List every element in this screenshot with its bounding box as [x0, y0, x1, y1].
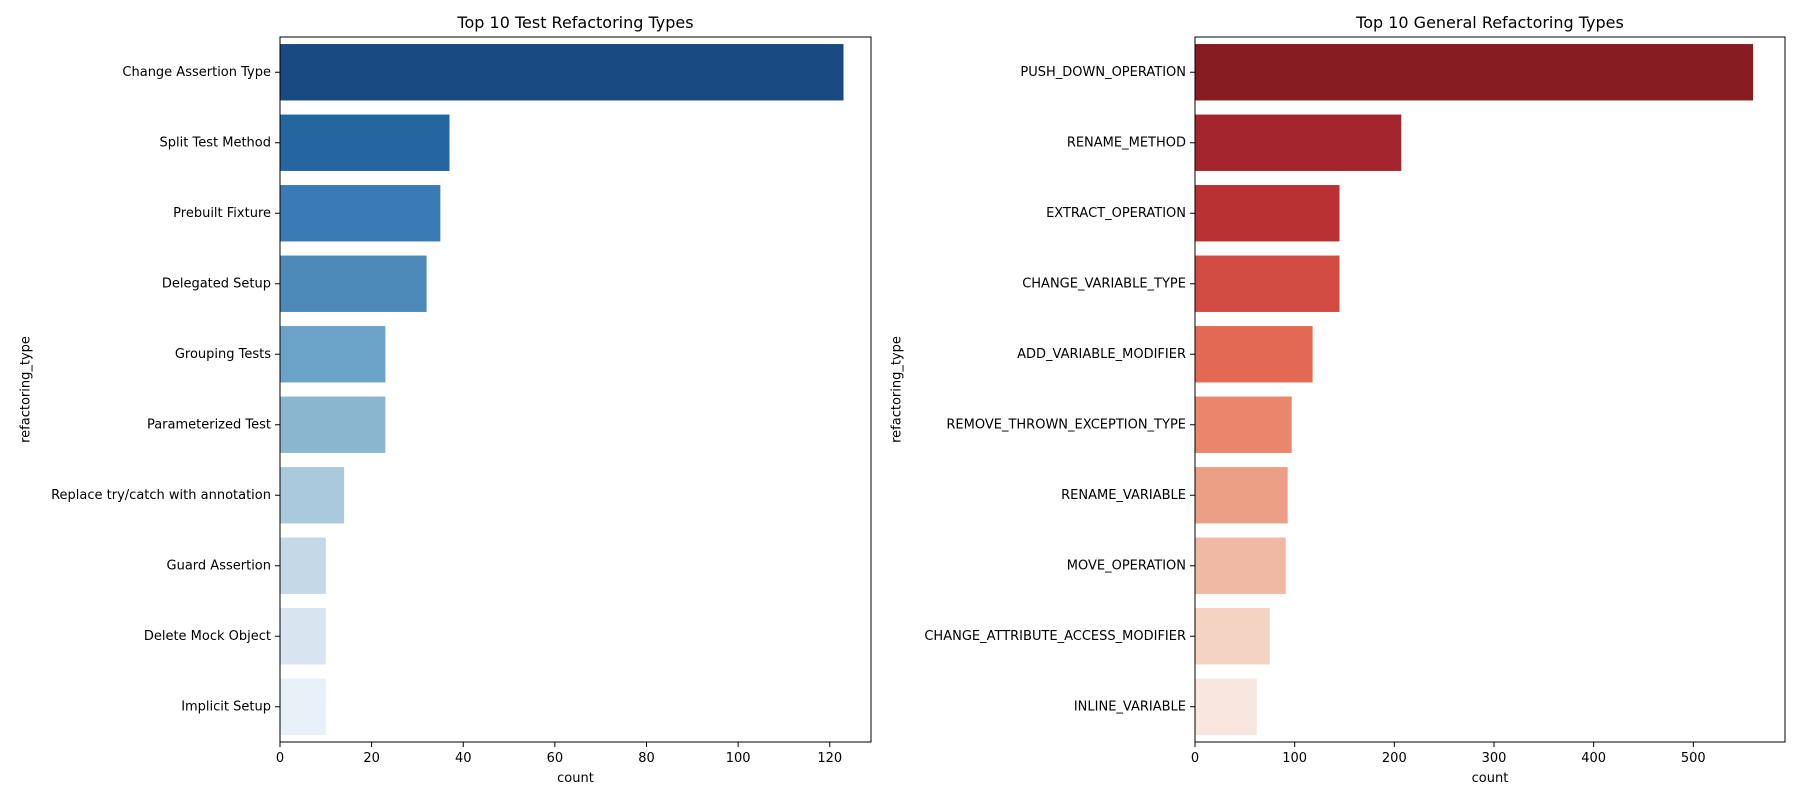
bar — [280, 255, 427, 312]
y-tick-label: REMOVE_THROWN_EXCEPTION_TYPE — [946, 417, 1186, 432]
bar — [1195, 537, 1286, 594]
x-tick-label: 400 — [1581, 751, 1606, 766]
bar — [280, 608, 326, 665]
bar — [280, 396, 386, 453]
bar — [280, 678, 326, 735]
x-tick-label: 500 — [1681, 751, 1706, 766]
y-tick-label: INLINE_VARIABLE — [1074, 699, 1186, 714]
bar — [280, 44, 844, 101]
chart-panel-2: PUSH_DOWN_OPERATION RENAME_METHOD EXTRACT_… — [890, 13, 1786, 786]
bar — [280, 467, 345, 524]
y-axis-label: refactoring_type — [19, 336, 34, 443]
bar — [1195, 326, 1313, 383]
bar — [1195, 255, 1340, 312]
bar — [280, 185, 441, 242]
x-tick-label: 200 — [1382, 751, 1407, 766]
bar — [1195, 44, 1754, 101]
y-tick-label: Delete Mock Object — [144, 629, 271, 644]
bar — [1195, 185, 1340, 242]
plot-frame — [279, 36, 872, 743]
y-tick-label: EXTRACT_OPERATION — [1046, 206, 1186, 221]
chart-title: Top 10 Test Refactoring Types — [456, 13, 693, 32]
y-tick-label: CHANGE_ATTRIBUTE_ACCESS_MODIFIER — [924, 629, 1186, 644]
x-tick-label: 100 — [1282, 751, 1307, 766]
bar — [280, 326, 386, 383]
chart-panel-1: Change Assertion Type Split Test Method Pr… — [19, 13, 872, 786]
x-tick-label: 120 — [817, 751, 842, 766]
x-tick-label: 300 — [1482, 751, 1507, 766]
y-tick-label: Change Assertion Type — [122, 65, 271, 80]
chart-title: Top 10 General Refactoring Types — [1355, 13, 1624, 32]
x-axis-label: count — [557, 771, 594, 786]
y-tick-label: Grouping Tests — [175, 347, 271, 362]
bar — [1195, 678, 1257, 735]
x-tick-label: 40 — [455, 751, 472, 766]
x-axis-label: count — [1472, 771, 1509, 786]
y-tick-label: ADD_VARIABLE_MODIFIER — [1017, 347, 1186, 362]
x-tick-label: 0 — [276, 751, 284, 766]
y-tick-label: RENAME_METHOD — [1067, 135, 1186, 150]
y-axis-label: refactoring_type — [890, 336, 905, 443]
y-tick-label: Prebuilt Fixture — [173, 206, 271, 221]
y-tick-label: Replace try/catch with annotation — [51, 488, 271, 503]
x-tick-label: 80 — [638, 751, 655, 766]
bar — [1195, 608, 1270, 665]
bar — [280, 537, 326, 594]
x-tick-label: 100 — [726, 751, 751, 766]
y-tick-label: CHANGE_VARIABLE_TYPE — [1022, 276, 1186, 291]
bar — [1195, 396, 1292, 453]
y-tick-label: Delegated Setup — [162, 276, 271, 291]
y-tick-label: Implicit Setup — [181, 699, 271, 714]
x-tick-label: 60 — [547, 751, 564, 766]
bar — [280, 114, 450, 171]
y-tick-label: PUSH_DOWN_OPERATION — [1020, 65, 1186, 80]
y-tick-label: RENAME_VARIABLE — [1061, 488, 1186, 503]
bar — [1195, 114, 1402, 171]
x-tick-label: 20 — [363, 751, 380, 766]
y-tick-label: Split Test Method — [160, 135, 271, 150]
y-tick-label: Guard Assertion — [167, 558, 271, 573]
y-tick-label: Parameterized Test — [147, 417, 271, 432]
x-tick-label: 0 — [1191, 751, 1199, 766]
plot-frame — [1194, 36, 1786, 743]
y-tick-label: MOVE_OPERATION — [1067, 558, 1186, 573]
bar — [1195, 467, 1288, 524]
